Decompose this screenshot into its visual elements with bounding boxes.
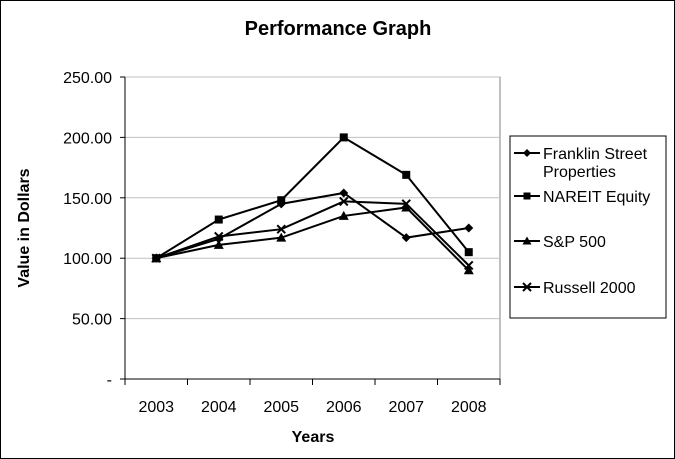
series-line bbox=[156, 206, 470, 271]
legend-item-franklin: Franklin Street Properties bbox=[514, 146, 648, 181]
data-point bbox=[401, 233, 411, 243]
data-point bbox=[338, 210, 349, 220]
x-marker-icon bbox=[522, 282, 532, 292]
legend-item-russell: Russell 2000 bbox=[514, 280, 636, 297]
data-point bbox=[402, 170, 411, 179]
x-axis-title: Years bbox=[292, 429, 335, 446]
data-point bbox=[401, 202, 412, 212]
data-point bbox=[401, 199, 411, 209]
data-point bbox=[464, 260, 474, 271]
series-line bbox=[155, 191, 469, 260]
series-group bbox=[151, 133, 474, 275]
gridlines bbox=[125, 76, 500, 320]
y-tick-label: - bbox=[107, 372, 112, 389]
legend-label-russell: Russell 2000 bbox=[543, 280, 636, 297]
x-tick-label: 2007 bbox=[388, 399, 424, 416]
x-tick-label: 2003 bbox=[138, 399, 174, 416]
legend: Franklin Street Properties NAREIT Equity… bbox=[509, 135, 667, 319]
series-x bbox=[151, 196, 474, 271]
data-point bbox=[339, 133, 348, 142]
data-point bbox=[277, 196, 286, 205]
x-tick-label: 2005 bbox=[263, 399, 299, 416]
legend-item-nareit: NAREIT Equity bbox=[514, 189, 650, 206]
data-point bbox=[464, 248, 473, 257]
y-axis-ticks: - 50.00 100.00 150.00 200.00 250.00 bbox=[63, 70, 126, 389]
series-line bbox=[155, 136, 470, 260]
x-tick-label: 2008 bbox=[451, 399, 487, 416]
series-line bbox=[155, 200, 470, 267]
y-tick-label: 50.00 bbox=[72, 312, 112, 329]
legend-label-sp500: S&P 500 bbox=[543, 234, 606, 251]
legend-label-franklin-line2: Properties bbox=[543, 164, 616, 181]
data-point bbox=[463, 265, 474, 275]
y-axis-title: Value in Dollars bbox=[16, 168, 33, 287]
data-point bbox=[339, 196, 349, 207]
chart-title: Performance Graph bbox=[245, 18, 432, 40]
legend-label-nareit: NAREIT Equity bbox=[543, 189, 650, 206]
data-point bbox=[151, 253, 161, 263]
data-point bbox=[214, 215, 223, 224]
square-marker-icon bbox=[523, 192, 531, 200]
data-point bbox=[276, 232, 287, 242]
data-point bbox=[214, 231, 224, 242]
plot-area bbox=[124, 76, 501, 380]
diamond-marker-icon bbox=[523, 149, 531, 157]
triangle-marker-icon bbox=[522, 236, 532, 245]
x-tick-label: 2004 bbox=[201, 399, 237, 416]
legend-item-sp500: S&P 500 bbox=[514, 234, 606, 251]
x-axis-ticks: 2003 2004 2005 2006 2007 2008 bbox=[124, 378, 501, 416]
data-point bbox=[464, 223, 474, 233]
data-point bbox=[276, 224, 286, 234]
x-tick-label: 2006 bbox=[326, 399, 362, 416]
data-point bbox=[213, 239, 224, 249]
y-tick-label: 150.00 bbox=[63, 191, 112, 208]
data-point bbox=[339, 188, 349, 198]
y-tick-label: 200.00 bbox=[63, 130, 112, 147]
y-tick-label: 100.00 bbox=[63, 251, 112, 268]
y-tick-label: 250.00 bbox=[63, 70, 112, 87]
legend-label-franklin-line1: Franklin Street bbox=[543, 146, 648, 163]
